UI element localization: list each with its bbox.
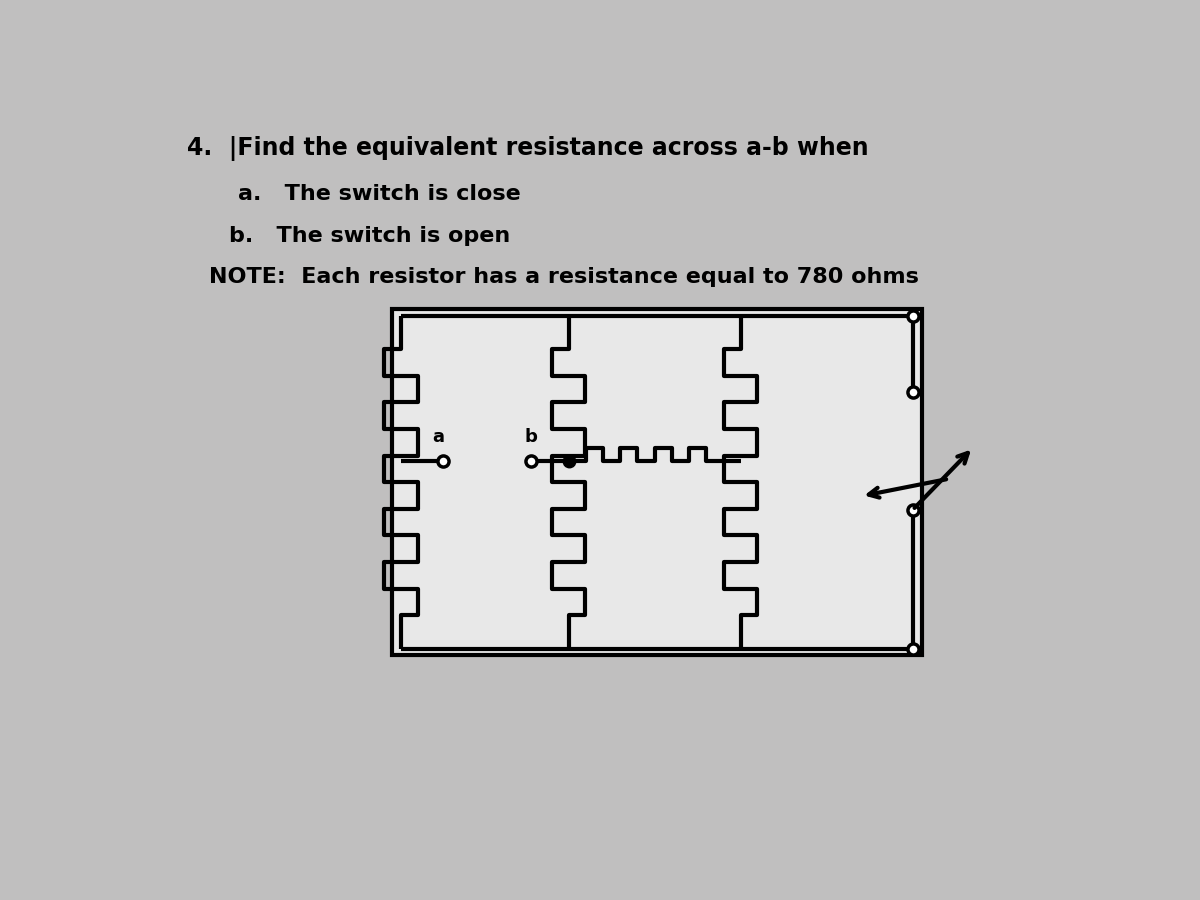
FancyBboxPatch shape — [391, 309, 922, 655]
Text: b: b — [524, 428, 538, 446]
Text: a.   The switch is close: a. The switch is close — [239, 184, 521, 204]
Text: b.   The switch is open: b. The switch is open — [229, 226, 510, 246]
Text: 4.  |Find the equivalent resistance across a-b when: 4. |Find the equivalent resistance acros… — [187, 136, 869, 161]
Text: NOTE:  Each resistor has a resistance equal to 780 ohms: NOTE: Each resistor has a resistance equ… — [209, 267, 918, 287]
Text: a: a — [432, 428, 444, 446]
